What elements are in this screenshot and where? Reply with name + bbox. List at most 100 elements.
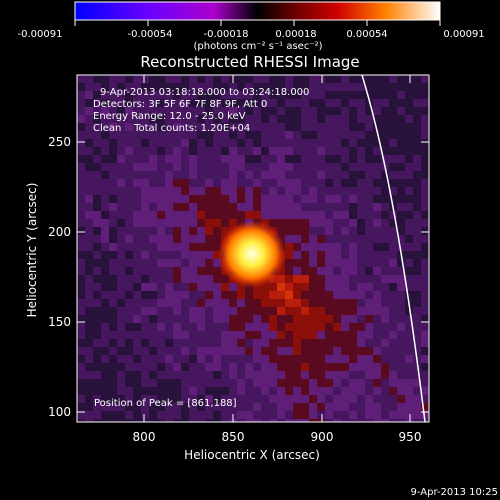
heatmap-pixel [269, 379, 277, 387]
heatmap-pixel [405, 211, 413, 219]
heatmap-pixel [333, 323, 341, 331]
heatmap-pixel [357, 251, 365, 259]
heatmap-pixel [133, 91, 141, 99]
heatmap-pixel [405, 355, 413, 363]
heatmap-pixel [213, 107, 221, 115]
heatmap-pixel [413, 83, 421, 91]
heatmap-pixel [253, 339, 261, 347]
heatmap-pixel [197, 107, 205, 115]
heatmap-pixel [141, 379, 149, 387]
heatmap-pixel [133, 283, 141, 291]
heatmap-pixel [357, 347, 365, 355]
heatmap-pixel [333, 243, 341, 251]
heatmap-pixel [125, 235, 133, 243]
heatmap-pixel [261, 411, 269, 419]
heatmap-pixel [261, 179, 269, 187]
heatmap-pixel [413, 107, 421, 115]
heatmap-pixel [421, 115, 429, 123]
heatmap-pixel [181, 235, 189, 243]
heatmap-pixel [221, 355, 229, 363]
heatmap-pixel [309, 83, 317, 91]
heatmap-pixel [397, 347, 405, 355]
heatmap-pixel [141, 147, 149, 155]
heatmap-pixel [173, 379, 181, 387]
heatmap-pixel [357, 395, 365, 403]
heatmap-pixel [197, 379, 205, 387]
heatmap-pixel [413, 251, 421, 259]
y-tick-label: 250 [48, 135, 71, 149]
heatmap-pixel [269, 403, 277, 411]
heatmap-pixel [101, 395, 109, 403]
heatmap-pixel [237, 211, 245, 219]
heatmap-pixel [149, 291, 157, 299]
heatmap-pixel [373, 315, 381, 323]
heatmap-pixel [293, 107, 301, 115]
heatmap-pixel [141, 403, 149, 411]
heatmap-pixel [133, 315, 141, 323]
heatmap-pixel [269, 347, 277, 355]
heatmap-pixel [213, 355, 221, 363]
heatmap-pixel [349, 267, 357, 275]
heatmap-pixel [117, 363, 125, 371]
heatmap-pixel [181, 299, 189, 307]
heatmap-pixel [181, 227, 189, 235]
heatmap-pixel [397, 355, 405, 363]
heatmap-pixel [357, 379, 365, 387]
heatmap-pixel [221, 379, 229, 387]
heatmap-pixel [333, 195, 341, 203]
heatmap-pixel [317, 187, 325, 195]
heatmap-pixel [77, 307, 85, 315]
heatmap-pixel [349, 219, 357, 227]
heatmap-pixel [173, 75, 181, 83]
heatmap-pixel [205, 419, 213, 422]
heatmap-pixel [149, 235, 157, 243]
heatmap-pixel [93, 299, 101, 307]
heatmap-pixel [141, 355, 149, 363]
heatmap-pixel [413, 347, 421, 355]
heatmap-pixel [349, 323, 357, 331]
heatmap-pixel [229, 403, 237, 411]
heatmap-pixel [101, 259, 109, 267]
heatmap-pixel [237, 315, 245, 323]
heatmap-pixel [205, 99, 213, 107]
heatmap-pixel [349, 339, 357, 347]
heatmap-pixel [285, 299, 293, 307]
heatmap-pixel [181, 275, 189, 283]
heatmap-pixel [349, 283, 357, 291]
heatmap-pixel [237, 75, 245, 83]
heatmap-pixel [101, 179, 109, 187]
heatmap-pixel [101, 307, 109, 315]
heatmap-pixel [373, 283, 381, 291]
heatmap-pixel [85, 347, 93, 355]
heatmap-pixel [253, 123, 261, 131]
heatmap-pixel [325, 251, 333, 259]
heatmap-pixel [397, 291, 405, 299]
heatmap-pixel [301, 251, 309, 259]
heatmap-pixel [269, 419, 277, 422]
heatmap-pixel [341, 331, 349, 339]
heatmap-pixel [317, 371, 325, 379]
heatmap-pixel [157, 83, 165, 91]
heatmap-pixel [85, 419, 93, 422]
heatmap-pixel [333, 75, 341, 83]
heatmap-pixel [357, 227, 365, 235]
heatmap-pixel [277, 307, 285, 315]
heatmap-pixel [237, 187, 245, 195]
heatmap-pixel [261, 91, 269, 99]
heatmap-pixel [325, 139, 333, 147]
heatmap-pixel [413, 123, 421, 131]
heatmap-pixel [197, 155, 205, 163]
heatmap-pixel [277, 171, 285, 179]
heatmap-pixel [333, 387, 341, 395]
heatmap-pixel [109, 163, 117, 171]
heatmap-pixel [77, 123, 85, 131]
heatmap-pixel [181, 371, 189, 379]
heatmap-pixel [261, 187, 269, 195]
heatmap-pixel [365, 187, 373, 195]
heatmap-pixel [213, 251, 221, 259]
heatmap-pixel [309, 267, 317, 275]
heatmap-pixel [365, 99, 373, 107]
heatmap-pixel [397, 123, 405, 131]
heatmap-pixel [325, 355, 333, 363]
heatmap-pixel [189, 123, 197, 131]
